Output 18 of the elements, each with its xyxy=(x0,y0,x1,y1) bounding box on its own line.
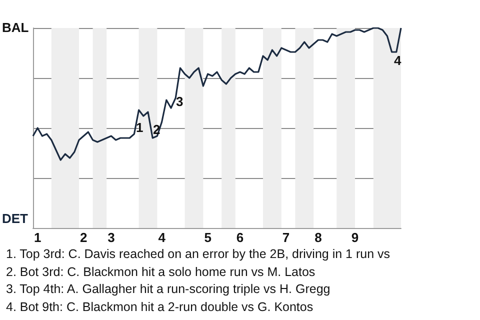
annotation: 4 xyxy=(394,53,402,68)
text: 1. Top 3rd: C. Davis reached on an error by the 2B, driving in 1 run vs xyxy=(6,246,391,263)
x-tick-label: 6 xyxy=(236,230,244,245)
x-tick-label: 9 xyxy=(351,230,359,245)
x-tick-label: 8 xyxy=(314,230,322,245)
x-tick-label: 5 xyxy=(204,230,212,245)
text: DET xyxy=(2,211,28,226)
x-tick-label: 2 xyxy=(80,230,88,245)
text: 4. Bot 9th: C. Blackmon hit a 2-run double vs G. Kontos xyxy=(6,298,314,316)
annotation: 1 xyxy=(136,120,144,135)
x-tick-label: 1 xyxy=(34,230,42,245)
x-tick-label: 7 xyxy=(282,230,290,245)
annotation: 3 xyxy=(176,94,184,109)
text: 2. Bot 3rd: C. Blackmon hit a solo home run vs M. Latos xyxy=(6,264,316,280)
x-tick-label: 4 xyxy=(158,230,166,245)
text: BAL xyxy=(2,20,29,35)
text: 3. Top 4th: A. Gallagher hit a run-scoring triple vs H. Gregg xyxy=(6,281,332,298)
x-tick-label: 3 xyxy=(108,230,115,245)
